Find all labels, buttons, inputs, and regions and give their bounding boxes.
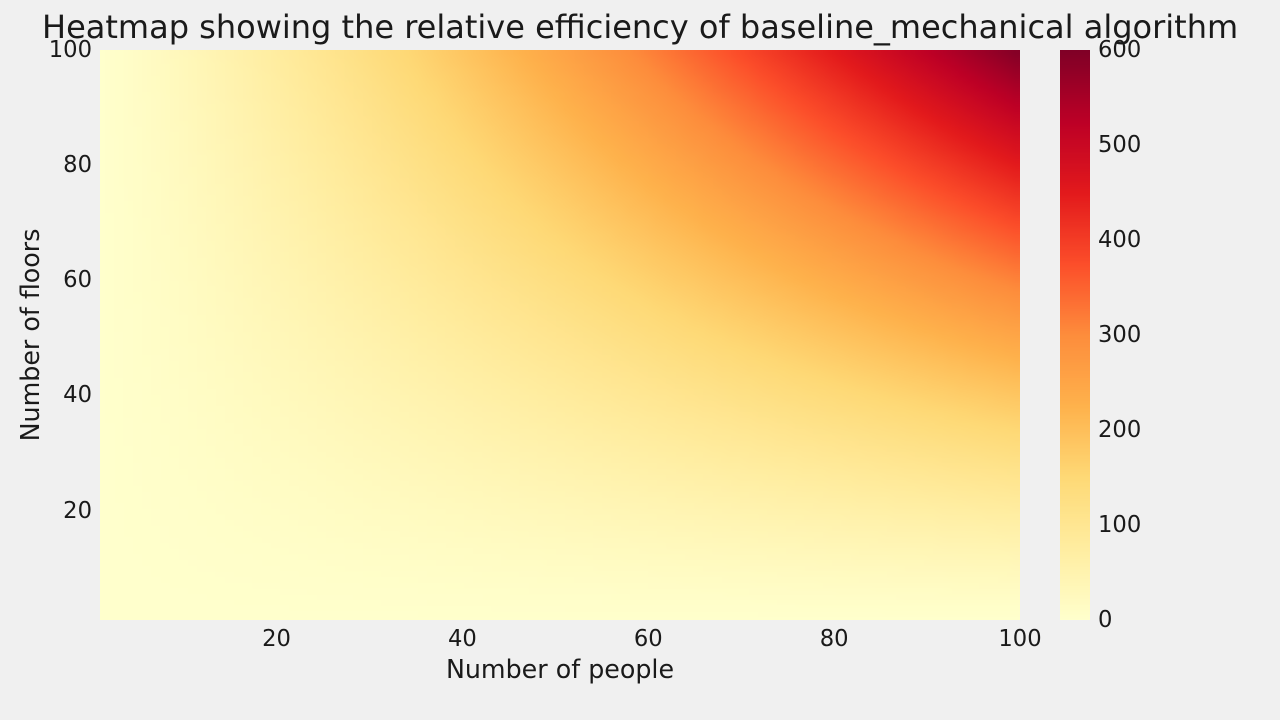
- colorbar-tick: 400: [1098, 227, 1141, 253]
- y-tick: 60: [63, 267, 92, 293]
- colorbar-tick: 500: [1098, 132, 1141, 158]
- x-tick: 40: [448, 626, 477, 652]
- x-tick: 80: [820, 626, 849, 652]
- x-tick: 60: [634, 626, 663, 652]
- x-axis-label: Number of people: [446, 654, 674, 684]
- colorbar-tick: 0: [1098, 607, 1112, 633]
- colorbar-tick: 100: [1098, 512, 1141, 538]
- y-tick: 40: [63, 382, 92, 408]
- colorbar: [1060, 50, 1090, 620]
- heatmap-plot-area: [100, 50, 1020, 620]
- y-tick: 100: [49, 37, 92, 63]
- x-tick: 100: [998, 626, 1041, 652]
- heatmap-canvas: [100, 50, 1020, 620]
- chart-title: Heatmap showing the relative efficiency …: [42, 8, 1238, 46]
- y-tick: 80: [63, 152, 92, 178]
- colorbar-canvas: [1060, 50, 1090, 620]
- y-tick: 20: [63, 498, 92, 524]
- colorbar-tick: 300: [1098, 322, 1141, 348]
- colorbar-tick: 200: [1098, 417, 1141, 443]
- figure: Heatmap showing the relative efficiency …: [0, 0, 1280, 720]
- y-axis-label: Number of floors: [15, 229, 45, 442]
- colorbar-tick: 600: [1098, 37, 1141, 63]
- x-tick: 20: [262, 626, 291, 652]
